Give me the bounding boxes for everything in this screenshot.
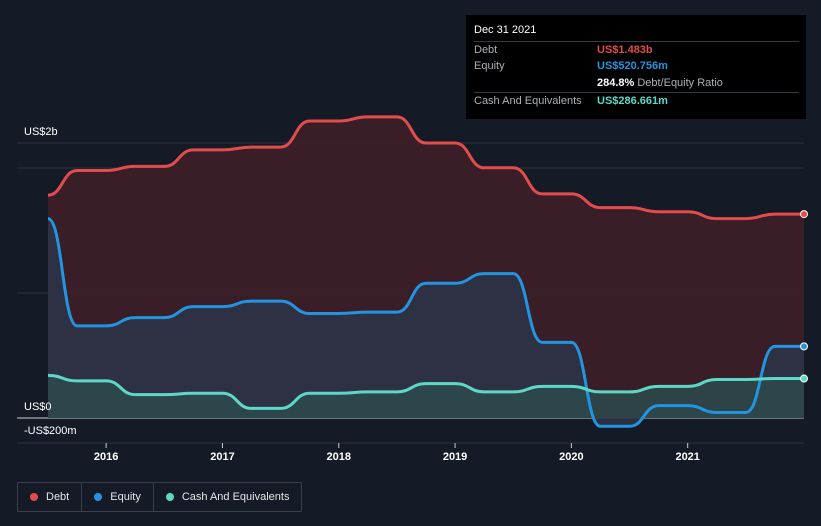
tooltip-cash-label: Cash And Equivalents xyxy=(474,95,582,107)
tooltip-equity-value: US$520.756m xyxy=(597,60,668,72)
line-debt xyxy=(47,115,804,221)
tooltip-debt-value: US$1.483b xyxy=(597,44,653,56)
x-tick-label-2020: 2020 xyxy=(559,451,584,463)
tooltip-panel: Dec 31 2021 Debt US$1.483b Equity US$520… xyxy=(466,15,806,119)
legend-cash-label: Cash And Equivalents xyxy=(181,491,290,503)
legend-equity-label: Equity xyxy=(110,491,141,503)
endpoint-equity xyxy=(800,342,808,351)
line-cash-and-equivalents xyxy=(47,373,804,410)
tooltip-ratio: 284.8% Debt/Equity Ratio xyxy=(597,77,723,89)
tooltip-ratio-label: Debt/Equity Ratio xyxy=(637,77,723,89)
x-tick-label-2018: 2018 xyxy=(326,451,352,463)
tooltip-date: Dec 31 2021 xyxy=(474,24,537,36)
tooltip-debt-label: Debt xyxy=(474,44,498,56)
tooltip-ratio-value: 284.8% xyxy=(597,77,635,89)
tooltip-row-equity: Equity US$520.756m xyxy=(474,58,799,75)
equity-dot-icon xyxy=(94,493,103,501)
tooltip-row-cash: Cash And Equivalents US$286.661m xyxy=(474,92,799,110)
x-tick-label-2019: 2019 xyxy=(442,451,468,463)
y-axis-zero-label: US$0 xyxy=(24,401,52,413)
cash-dot-icon xyxy=(165,493,174,501)
legend-item-debt[interactable]: Debt xyxy=(18,483,83,511)
tooltip-cash-value: US$286.661m xyxy=(597,95,668,107)
endpoint-cash-and-equivalents xyxy=(800,374,808,383)
x-tick-label-2021: 2021 xyxy=(675,451,700,463)
tooltip-row-ratio: 284.8% Debt/Equity Ratio xyxy=(474,75,799,92)
tooltip-equity-label: Equity xyxy=(474,60,505,72)
area-equity xyxy=(48,218,804,427)
chart-legend: Debt Equity Cash And Equivalents xyxy=(17,482,303,512)
line-equity xyxy=(47,217,804,428)
debt-dot-icon xyxy=(30,493,38,501)
legend-debt-label: Debt xyxy=(46,491,70,503)
area-cash-and-equivalents xyxy=(48,375,804,418)
tooltip-row-debt: Debt US$1.483b xyxy=(474,41,799,59)
x-tick-label-2016: 2016 xyxy=(93,451,119,463)
y-axis-top-label: US$2b xyxy=(24,126,58,138)
legend-item-equity[interactable]: Equity xyxy=(82,483,154,511)
y-axis-bottom-label: -US$200m xyxy=(24,425,77,437)
endpoint-debt xyxy=(800,210,808,219)
legend-item-cash[interactable]: Cash And Equivalents xyxy=(154,483,302,511)
x-tick-label-2017: 2017 xyxy=(210,451,235,463)
